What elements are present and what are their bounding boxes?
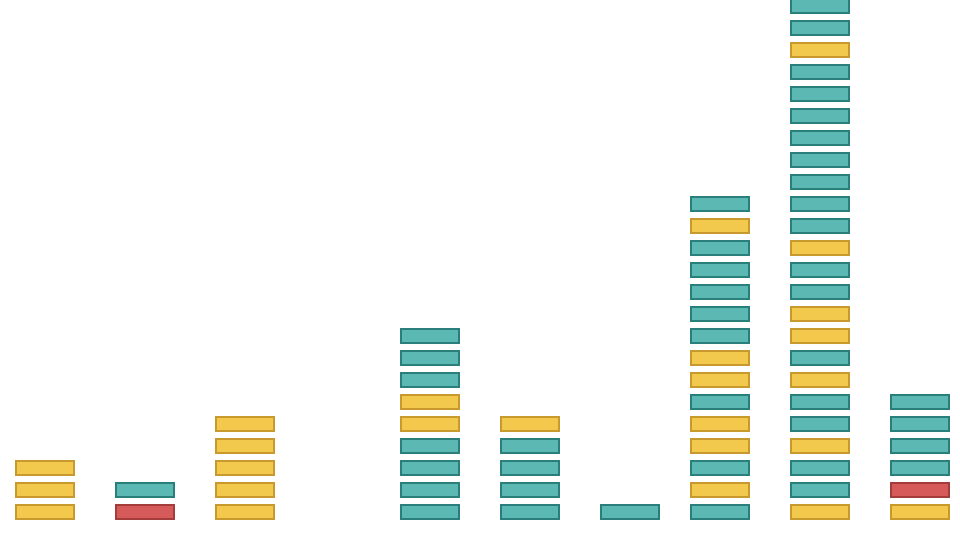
block-teal (790, 152, 850, 168)
bar-column-3 (400, 328, 460, 520)
block-teal (790, 130, 850, 146)
block-teal (690, 394, 750, 410)
block-yellow (690, 372, 750, 388)
bar-column-5 (600, 504, 660, 520)
block-teal (790, 394, 850, 410)
block-yellow (690, 350, 750, 366)
block-teal (790, 174, 850, 190)
block-teal (790, 64, 850, 80)
block-teal (790, 416, 850, 432)
block-yellow (500, 416, 560, 432)
block-teal (690, 460, 750, 476)
block-yellow (790, 240, 850, 256)
block-yellow (790, 504, 850, 520)
block-yellow (215, 416, 275, 432)
block-teal (400, 460, 460, 476)
block-yellow (690, 438, 750, 454)
block-teal (790, 218, 850, 234)
block-teal (400, 350, 460, 366)
bar-column-1 (115, 482, 175, 520)
block-yellow (790, 306, 850, 322)
block-red (890, 482, 950, 498)
block-teal (400, 328, 460, 344)
block-teal (500, 504, 560, 520)
block-teal (500, 460, 560, 476)
block-yellow (400, 416, 460, 432)
block-teal (690, 284, 750, 300)
block-teal (790, 350, 850, 366)
block-yellow (690, 482, 750, 498)
block-yellow (790, 328, 850, 344)
block-yellow (15, 504, 75, 520)
block-teal (690, 504, 750, 520)
bar-column-2 (215, 416, 275, 520)
block-yellow (690, 218, 750, 234)
block-yellow (890, 504, 950, 520)
bar-column-6 (690, 196, 750, 520)
bar-column-8 (890, 394, 950, 520)
block-yellow (790, 438, 850, 454)
block-yellow (690, 416, 750, 432)
block-teal (690, 240, 750, 256)
block-teal (690, 262, 750, 278)
block-teal (790, 20, 850, 36)
block-yellow (15, 482, 75, 498)
block-teal (400, 504, 460, 520)
block-teal (890, 394, 950, 410)
block-teal (690, 196, 750, 212)
block-teal (400, 372, 460, 388)
bar-column-7 (790, 0, 850, 520)
block-yellow (790, 42, 850, 58)
stacked-block-chart (0, 0, 960, 540)
block-teal (890, 460, 950, 476)
block-yellow (400, 394, 460, 410)
block-teal (790, 460, 850, 476)
block-yellow (15, 460, 75, 476)
block-teal (890, 438, 950, 454)
block-teal (500, 438, 560, 454)
block-teal (500, 482, 560, 498)
block-red (115, 504, 175, 520)
block-teal (400, 438, 460, 454)
bar-column-4 (500, 416, 560, 520)
block-teal (790, 482, 850, 498)
block-teal (400, 482, 460, 498)
block-teal (890, 416, 950, 432)
block-teal (690, 328, 750, 344)
block-teal (790, 0, 850, 14)
block-teal (790, 108, 850, 124)
block-yellow (215, 482, 275, 498)
block-teal (790, 262, 850, 278)
block-yellow (215, 504, 275, 520)
block-yellow (215, 460, 275, 476)
block-teal (790, 284, 850, 300)
block-teal (600, 504, 660, 520)
block-yellow (215, 438, 275, 454)
block-yellow (790, 372, 850, 388)
bar-column-0 (15, 460, 75, 520)
block-teal (790, 196, 850, 212)
block-teal (790, 86, 850, 102)
block-teal (115, 482, 175, 498)
block-teal (690, 306, 750, 322)
